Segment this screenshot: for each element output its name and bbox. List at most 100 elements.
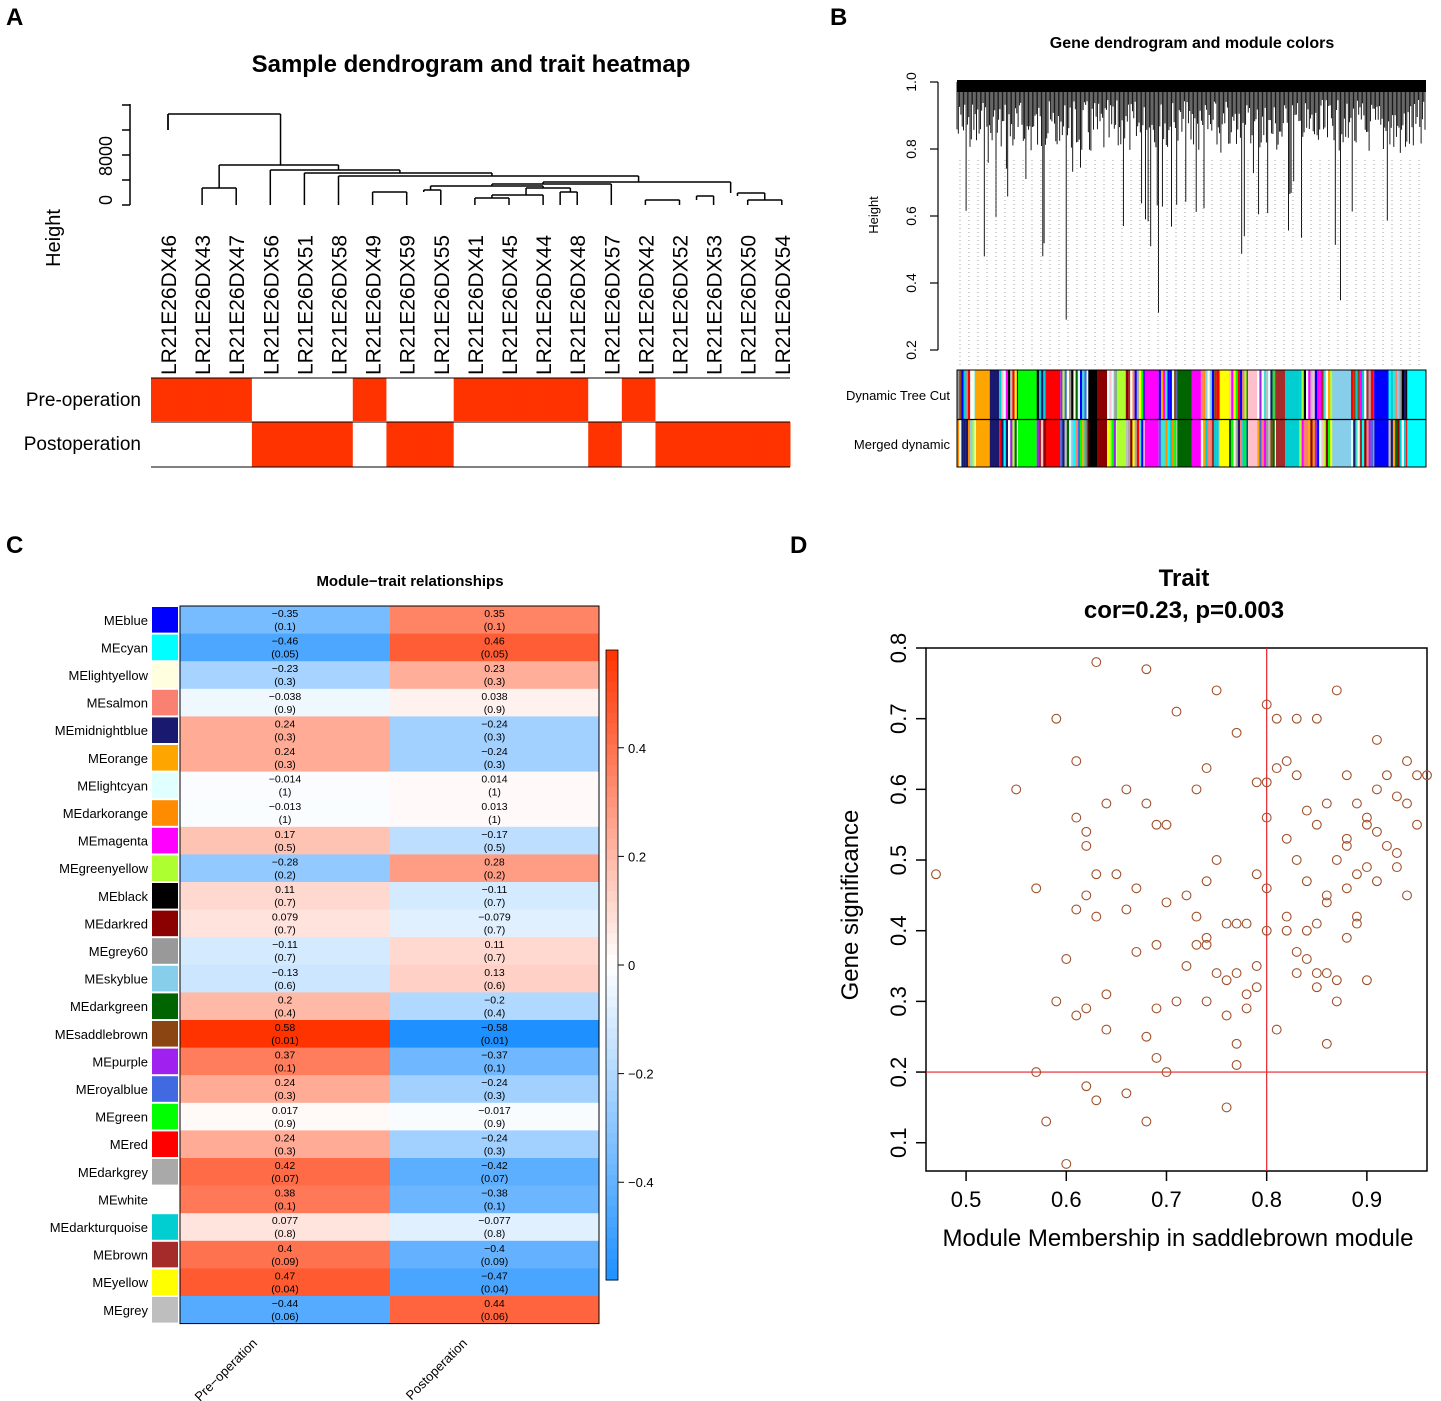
module-color-strip — [1362, 420, 1365, 467]
scatter-point — [1081, 890, 1092, 901]
module-color-strip — [1231, 420, 1234, 467]
scatter-point — [1321, 897, 1332, 908]
legend-gradient-step — [606, 1217, 618, 1229]
scatter-point — [1281, 756, 1292, 767]
legend-gradient-step — [606, 870, 618, 882]
trait-cell — [554, 378, 589, 421]
cell-pvalue: (0.7) — [274, 925, 296, 937]
module-color-strip — [1370, 420, 1374, 467]
module-color-strip — [1390, 370, 1393, 419]
y-tick-label: 0.6 — [886, 774, 911, 805]
legend-gradient-step — [606, 933, 618, 945]
module-color-strip — [1270, 420, 1273, 467]
module-color-strip — [1205, 370, 1208, 419]
legend-gradient-step — [606, 744, 618, 756]
module-label: MEdarkorange — [63, 806, 148, 821]
module-color-strip — [1134, 420, 1137, 467]
module-color-strip — [1139, 420, 1142, 467]
panel-b-gene-dendrogram: Gene dendrogram and module colors Height… — [846, 35, 1427, 468]
scatter-point — [1331, 855, 1342, 865]
module-color-strip — [1373, 420, 1376, 467]
scatter-point — [1261, 699, 1272, 710]
module-color-strip — [1325, 370, 1329, 419]
module-color-strip — [1010, 420, 1013, 467]
module-color-strip — [1242, 420, 1245, 467]
cell-correlation: 0.13 — [484, 967, 505, 979]
cell-pvalue: (0.3) — [274, 759, 296, 771]
legend-tick-label: 0.4 — [628, 741, 646, 756]
module-color-strip — [1073, 370, 1076, 419]
module-color-strip — [1113, 420, 1116, 467]
scatter-point — [1331, 996, 1342, 1007]
module-color-block — [1018, 370, 1037, 419]
module-color-swatch — [152, 855, 178, 881]
scatter-point — [1081, 1081, 1092, 1092]
legend-gradient-step — [606, 996, 618, 1008]
cell-pvalue: (0.3) — [484, 1090, 506, 1102]
module-color-strip — [1308, 370, 1311, 419]
module-color-strip — [1016, 370, 1020, 419]
module-color-strip — [1266, 420, 1269, 467]
scatter-point — [1191, 784, 1202, 795]
module-color-block — [1191, 370, 1201, 419]
module-color-strip — [1008, 420, 1011, 467]
scatter-point — [1241, 918, 1252, 929]
module-color-strip — [1111, 420, 1114, 467]
scatter-point — [1181, 890, 1192, 901]
sample-label: LR21E26DX52 — [670, 235, 693, 375]
module-color-strip — [1109, 420, 1112, 467]
cell-pvalue: (0.2) — [484, 869, 506, 881]
y-tick-label: 0.6 — [903, 206, 919, 226]
scatter-point — [1161, 1067, 1172, 1078]
module-color-strip — [1321, 420, 1324, 467]
legend-gradient-step — [606, 1028, 618, 1040]
module-color-strip — [1036, 370, 1039, 419]
sample-label: LR21E26DX56 — [260, 235, 283, 375]
scatter-point — [1311, 819, 1322, 830]
scatter-point — [1201, 996, 1212, 1007]
module-color-strip — [1071, 420, 1074, 467]
heatmap-cell-post — [390, 1213, 599, 1242]
module-label: MEroyalblue — [76, 1082, 148, 1097]
cell-pvalue: (0.01) — [271, 1035, 298, 1047]
cell-correlation: −0.17 — [481, 829, 508, 841]
module-color-strip — [1314, 420, 1318, 467]
legend-gradient-step — [606, 965, 618, 977]
trait-cell — [420, 422, 455, 467]
cell-pvalue: (0.04) — [481, 1283, 508, 1295]
cell-pvalue: (0.3) — [274, 1145, 296, 1157]
module-color-block — [1177, 370, 1192, 419]
trait-cell — [722, 422, 757, 467]
heatmap-cell-post — [390, 992, 599, 1021]
module-color-swatch — [152, 1269, 178, 1295]
module-color-strip — [1174, 370, 1177, 419]
module-color-strip — [1143, 420, 1146, 467]
cell-correlation: 0.17 — [275, 829, 296, 841]
cell-pvalue: (0.3) — [274, 1090, 296, 1102]
module-color-strip — [1214, 370, 1217, 419]
cell-pvalue: (0.1) — [484, 1201, 506, 1213]
x-tick-label: 0.7 — [1151, 1187, 1182, 1212]
module-color-strip — [1364, 370, 1367, 419]
cell-correlation: −0.24 — [481, 746, 508, 758]
cell-correlation: −0.46 — [272, 636, 299, 648]
panel-letter-d: D — [790, 532, 808, 559]
module-color-strip — [1229, 420, 1232, 467]
module-color-strip — [1399, 420, 1402, 467]
trait-cell — [722, 378, 757, 421]
scatter-point — [1311, 968, 1322, 979]
legend-gradient-step — [606, 671, 618, 683]
scatter-point — [1251, 777, 1262, 788]
scatter-point — [1081, 1003, 1092, 1014]
module-color-strip — [1257, 420, 1260, 467]
module-color-strip — [957, 420, 960, 467]
panel-c-title: Module−trait relationships — [316, 573, 503, 590]
cell-correlation: 0.46 — [484, 636, 505, 648]
heatmap-cell-pre — [180, 854, 390, 883]
scatter-point — [1221, 975, 1232, 986]
scatter-point — [1091, 1095, 1102, 1106]
scatter-point — [1331, 975, 1342, 986]
module-color-strip — [1084, 420, 1087, 467]
legend-tick-label: −0.4 — [628, 1175, 654, 1190]
cell-correlation: −0.37 — [481, 1050, 508, 1062]
